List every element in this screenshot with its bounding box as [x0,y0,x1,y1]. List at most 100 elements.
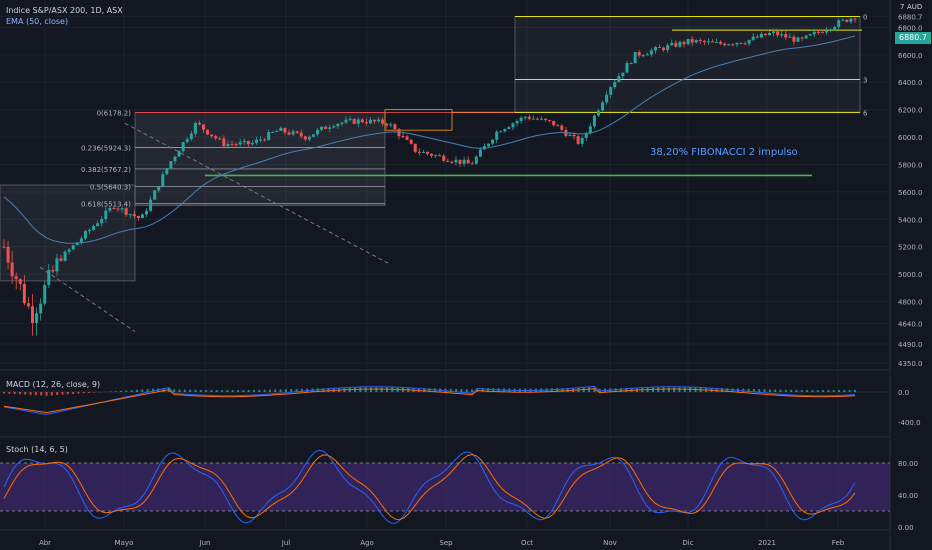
candle-body [55,258,59,272]
macd-hist-bar [678,387,681,392]
macd-hist-bar [237,390,240,392]
macd-hist-bar [194,389,197,392]
candle-body [79,238,83,243]
candle-body [845,19,849,22]
price-tick-label: 6400.0 [898,79,923,87]
candle-body [637,52,641,56]
candle-body [63,251,67,261]
candle-body [837,20,841,27]
candle-body [202,124,206,130]
candle-body [784,34,788,38]
macd-hist-bar [151,388,154,392]
macd-hist-bar [822,390,825,392]
macd-hist-bar [593,387,596,392]
macd-hist-bar [598,388,601,392]
candle-body [495,131,499,140]
candle-body [446,160,450,162]
macd-hist-bar [29,392,32,395]
macd-hist-bar [566,388,569,392]
price-tick-label: 6880.7 [898,13,923,21]
stoch-tick-label: 40.00 [898,492,918,500]
macd-hist-bar [322,388,325,392]
macd-hist-bar [120,390,123,392]
candle-body [299,132,303,137]
macd-hist-bar [460,389,463,392]
candle-body [478,149,482,157]
macd-hist-bar [50,392,53,396]
macd-hist-bar [673,387,676,392]
candle-body [149,199,153,211]
macd-hist-bar [183,389,186,392]
macd-tick-label: -400.0 [898,419,921,427]
candle-body [401,136,405,138]
candle-body [385,123,389,126]
macd-hist-bar [449,388,452,392]
candle-body [303,136,307,140]
candle-body [197,123,201,125]
candle-body [75,242,79,246]
macd-hist-bar [385,387,388,392]
stoch-label: Stoch (14, 6, 5) [6,445,68,454]
macd-hist-bar [619,388,622,392]
macd-hist-bar [77,392,80,394]
macd-hist-bar [848,389,851,392]
candle-body [617,76,621,83]
macd-hist-bar [747,388,750,392]
candle-body [348,118,352,120]
macd-hist-bar [715,387,718,392]
candle-body [153,190,157,200]
time-tick-label: Dic [682,539,693,547]
price-tick-label: 4640.0 [898,320,923,328]
fib-box-1 [0,184,136,282]
macd-hist-bar [588,387,591,392]
candle-body [609,87,613,95]
macd-hist-bar [614,388,617,392]
candle-body [108,207,112,211]
macd-hist-bar [657,387,660,392]
macd-hist-bar [290,389,293,392]
macd-hist-bar [843,389,846,392]
candle-body [259,139,263,141]
candle-body [491,139,495,144]
trend-dashed-2 [39,266,136,333]
candle-body [39,303,43,314]
candle-body [364,122,368,124]
macd-hist-bar [141,389,144,392]
candle-body [51,269,55,272]
macd-hist-bar [56,392,59,396]
macd-hist-bar [231,390,234,392]
candle-body [499,131,503,133]
candle-body [556,125,560,127]
candle-body [67,249,71,252]
candle-body [238,142,242,145]
candle-body [450,161,454,163]
candle-body [706,41,710,43]
candle-body [812,31,816,35]
candle-body [279,127,283,131]
macd-hist-bar [258,389,261,392]
candle-body [360,119,364,123]
candle-body [841,19,845,21]
candle-body [96,223,100,227]
candle-body [124,208,128,215]
candle-body [181,142,185,152]
macd-hist-bar [24,392,27,395]
candle-body [544,118,548,121]
candle-body [26,303,30,307]
fib-level-label: 0.382(5767.2) [81,166,131,174]
candle-body [18,279,22,284]
candle-body [833,26,837,30]
candle-body [352,118,356,124]
candle-body [71,245,75,250]
time-tick-label: Ago [360,539,374,547]
macd-hist-bar [726,388,729,392]
ema-label: EMA (50, close) [6,17,69,26]
macd-hist-bar [465,389,468,392]
candle-body [572,134,576,137]
macd-hist-bar [72,392,75,394]
macd-hist-bar [18,392,21,395]
macd-hist-bar [444,388,447,392]
candle-body [674,42,678,47]
fib-box-3 [514,16,861,113]
